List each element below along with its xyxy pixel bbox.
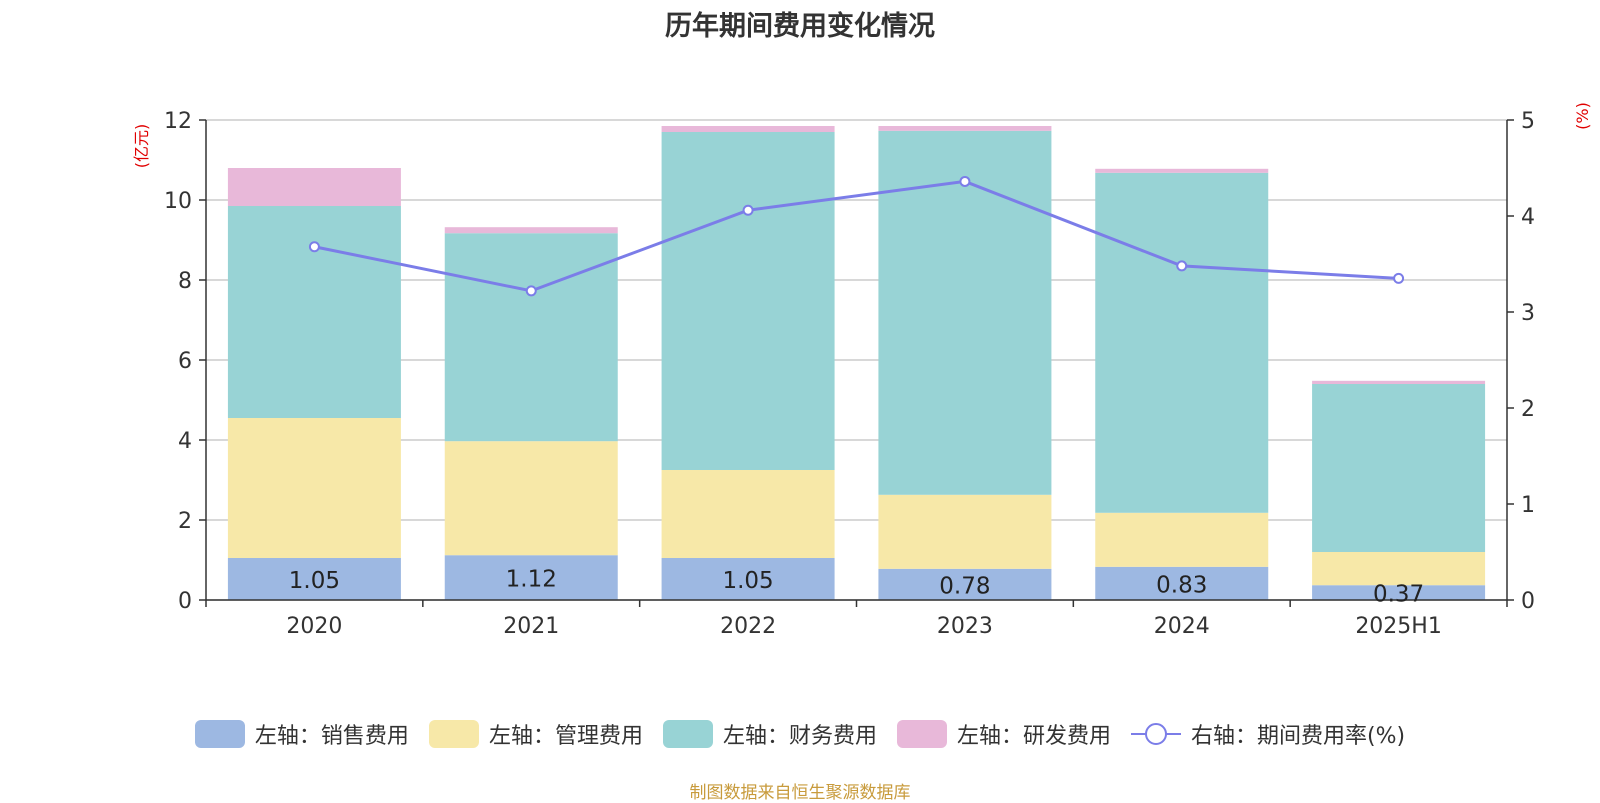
rate-point <box>1176 260 1188 272</box>
x-tick-label: 2020 <box>286 614 342 639</box>
left-tick-label: 8 <box>178 269 192 294</box>
legend-swatch <box>428 720 479 748</box>
data-labels: 1.05 1.12 1.05 0.78 0.83 0.37 <box>289 567 1424 608</box>
bar-segment <box>878 568 1052 600</box>
legend-label: 右轴：期间费用率(%) <box>1190 724 1406 749</box>
legend-item[interactable]: 左轴：研发费用 <box>896 718 1111 750</box>
rate-point <box>308 241 320 253</box>
legend-item[interactable]: 左轴：财务费用 <box>662 718 877 750</box>
left-tick-label: 6 <box>178 349 192 374</box>
right-tick-label: 2 <box>1521 397 1535 422</box>
bar-segment <box>878 130 1052 495</box>
rate-point <box>525 285 537 297</box>
legend-label: 左轴：销售费用 <box>254 724 409 749</box>
right-tick-label: 1 <box>1521 493 1535 518</box>
bar-segment <box>1312 380 1486 384</box>
bar-value-label: 1.05 <box>289 568 340 594</box>
bar-segment <box>661 470 835 558</box>
bar-segment <box>227 206 401 418</box>
legend-item[interactable]: 左轴：管理费用 <box>428 718 643 750</box>
left-tick-label: 4 <box>178 429 192 454</box>
legend-label: 左轴：管理费用 <box>488 724 643 749</box>
bar-value-label: 1.05 <box>722 568 773 594</box>
x-tick-label: 2023 <box>937 614 993 639</box>
bar-segment <box>444 227 618 234</box>
bar-value-label: 0.37 <box>1373 582 1424 608</box>
rate-point <box>959 175 971 187</box>
legend-swatch <box>194 720 245 748</box>
bar-segment <box>1095 172 1269 513</box>
bar-segment <box>227 558 401 600</box>
right-tick-label: 0 <box>1521 589 1535 614</box>
bar-value-label: 1.12 <box>506 567 557 593</box>
legend-swatch <box>662 720 713 748</box>
source-note: 制图数据来自恒生聚源数据库 <box>689 783 911 803</box>
bar-segment <box>227 418 401 558</box>
bar-segment <box>1312 552 1486 586</box>
bar-segment <box>1312 384 1486 552</box>
legend: 左轴：销售费用 左轴：管理费用 左轴：财务费用 左轴：研发费用 右轴：期间费用率(%) <box>0 718 1600 750</box>
bar-segment <box>1095 168 1269 173</box>
bar-segment <box>444 441 618 556</box>
x-tick-label: 2024 <box>1154 614 1210 639</box>
bar-segment <box>1095 566 1269 600</box>
bar-segment <box>1312 585 1486 600</box>
x-tick-label: 2025H1 <box>1355 614 1442 639</box>
bar-value-label: 0.83 <box>1156 572 1207 598</box>
bar-segment <box>1095 512 1269 567</box>
rate-line <box>308 175 1405 297</box>
x-tick-label: 2022 <box>720 614 776 639</box>
legend-label: 左轴：财务费用 <box>722 724 877 749</box>
x-tick-label: 2021 <box>503 614 559 639</box>
legend-item[interactable]: 左轴：销售费用 <box>194 718 409 750</box>
legend-swatch <box>896 720 947 748</box>
right-tick-label: 4 <box>1521 205 1535 230</box>
rate-point <box>742 204 754 216</box>
bars <box>227 126 1486 600</box>
legend-item[interactable]: 右轴：期间费用率(%) <box>1130 718 1406 750</box>
bar-segment <box>227 168 401 206</box>
grid-lines <box>206 119 1507 601</box>
right-tick-label: 5 <box>1521 109 1535 134</box>
bar-segment <box>878 126 1052 131</box>
right-axis-unit: (%) <box>1573 102 1592 130</box>
left-tick-label: 10 <box>164 189 192 214</box>
bar-segment <box>878 494 1052 569</box>
bar-segment <box>661 126 835 132</box>
rate-line-path <box>314 179 1399 293</box>
bar-segment <box>444 555 618 600</box>
legend-label: 左轴：研发费用 <box>956 724 1111 749</box>
left-axis-unit: (亿元) <box>132 124 151 169</box>
left-tick-label: 12 <box>164 109 192 134</box>
bar-segment <box>444 233 618 442</box>
rate-point <box>1393 272 1405 284</box>
chart-title: 历年期间费用变化情况 <box>665 11 935 42</box>
right-tick-label: 3 <box>1521 301 1535 326</box>
legend-line-marker <box>1130 723 1181 745</box>
bar-segment <box>661 558 835 600</box>
bar-value-label: 0.78 <box>939 573 990 599</box>
bar-segment <box>661 132 835 470</box>
left-tick-label: 2 <box>178 509 192 534</box>
left-tick-label: 0 <box>178 589 192 614</box>
